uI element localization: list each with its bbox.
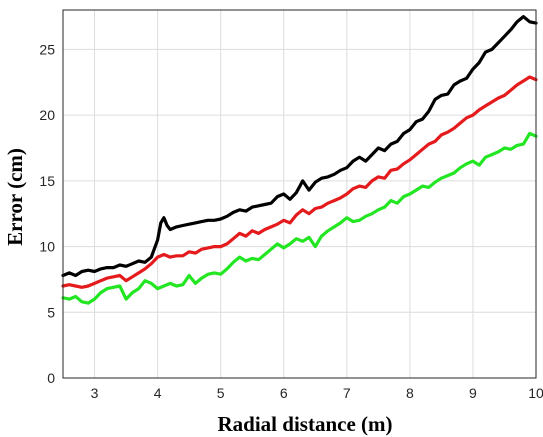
tick-labels: 3 4 5 6 7 8 9 10 0 5 10 15 20 25	[39, 41, 543, 401]
x-tick-label: 8	[406, 385, 414, 401]
x-tick-label: 9	[469, 385, 477, 401]
series-line-2	[61, 75, 538, 289]
y-tick-label: 15	[39, 173, 55, 189]
x-tick-label: 4	[154, 385, 162, 401]
y-tick-label: 5	[47, 304, 55, 320]
grid-lines	[63, 10, 537, 379]
y-tick-label: 10	[39, 239, 55, 255]
y-tick-label: 25	[39, 41, 55, 57]
y-axis-title: Error (cm)	[3, 148, 27, 246]
y-tick-label: 20	[39, 107, 55, 123]
series-line-1	[61, 15, 538, 278]
x-tick-label: 6	[280, 385, 288, 401]
series-line-3	[61, 131, 538, 305]
x-tick-label: 5	[217, 385, 225, 401]
x-tick-label: 3	[91, 385, 99, 401]
y-tick-label: 0	[47, 370, 55, 386]
series-lines	[61, 15, 538, 305]
x-tick-label: 7	[343, 385, 351, 401]
x-axis-title: Radial distance (m)	[218, 412, 393, 436]
plot-area-border	[62, 9, 537, 379]
x-tick-label: 10	[528, 385, 543, 401]
